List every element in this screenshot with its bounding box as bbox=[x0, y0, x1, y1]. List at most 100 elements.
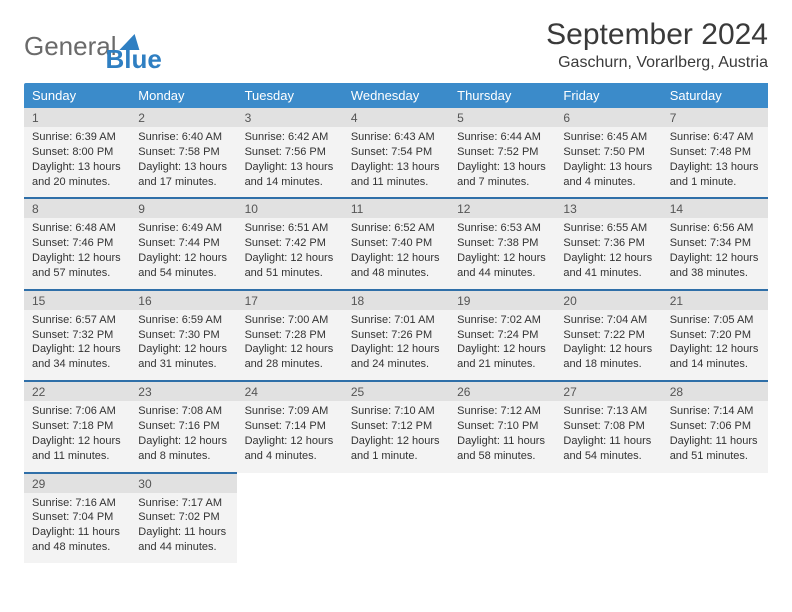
day-number bbox=[449, 473, 555, 493]
data-row: Sunrise: 7:16 AMSunset: 7:04 PMDaylight:… bbox=[24, 493, 768, 563]
sunset-text: Sunset: 7:40 PM bbox=[351, 236, 441, 251]
col-sunday: Sunday bbox=[24, 83, 130, 108]
header: General Blue September 2024 Gaschurn, Vo… bbox=[24, 18, 768, 75]
sunset-text: Sunset: 7:58 PM bbox=[138, 145, 228, 160]
sunrise-text: Sunrise: 7:00 AM bbox=[245, 313, 335, 328]
col-monday: Monday bbox=[130, 83, 236, 108]
sunset-text: Sunset: 7:26 PM bbox=[351, 328, 441, 343]
daylight-text: Daylight: 12 hours and 1 minute. bbox=[351, 434, 441, 464]
daylight-text: Daylight: 12 hours and 44 minutes. bbox=[457, 251, 547, 281]
day-cell: Sunrise: 6:47 AMSunset: 7:48 PMDaylight:… bbox=[662, 127, 768, 198]
day-cell: Sunrise: 6:53 AMSunset: 7:38 PMDaylight:… bbox=[449, 218, 555, 289]
sunrise-text: Sunrise: 7:06 AM bbox=[32, 404, 122, 419]
day-number: 16 bbox=[130, 290, 236, 310]
day-number: 4 bbox=[343, 108, 449, 127]
sunrise-text: Sunrise: 6:44 AM bbox=[457, 130, 547, 145]
day-cell: Sunrise: 6:40 AMSunset: 7:58 PMDaylight:… bbox=[130, 127, 236, 198]
day-cell: Sunrise: 6:42 AMSunset: 7:56 PMDaylight:… bbox=[237, 127, 343, 198]
day-number: 30 bbox=[130, 473, 236, 493]
sunrise-text: Sunrise: 6:59 AM bbox=[138, 313, 228, 328]
col-tuesday: Tuesday bbox=[237, 83, 343, 108]
day-cell: Sunrise: 6:48 AMSunset: 7:46 PMDaylight:… bbox=[24, 218, 130, 289]
day-number: 27 bbox=[555, 381, 661, 401]
sunrise-text: Sunrise: 6:43 AM bbox=[351, 130, 441, 145]
day-cell: Sunrise: 6:55 AMSunset: 7:36 PMDaylight:… bbox=[555, 218, 661, 289]
daylight-text: Daylight: 12 hours and 11 minutes. bbox=[32, 434, 122, 464]
sunset-text: Sunset: 7:32 PM bbox=[32, 328, 122, 343]
daylight-text: Daylight: 11 hours and 54 minutes. bbox=[563, 434, 653, 464]
day-number bbox=[343, 473, 449, 493]
sunset-text: Sunset: 7:22 PM bbox=[563, 328, 653, 343]
sunrise-text: Sunrise: 7:02 AM bbox=[457, 313, 547, 328]
daylight-text: Daylight: 13 hours and 7 minutes. bbox=[457, 160, 547, 190]
day-number: 13 bbox=[555, 198, 661, 218]
daylight-text: Daylight: 13 hours and 11 minutes. bbox=[351, 160, 441, 190]
day-number: 23 bbox=[130, 381, 236, 401]
sunset-text: Sunset: 7:50 PM bbox=[563, 145, 653, 160]
sunrise-text: Sunrise: 7:01 AM bbox=[351, 313, 441, 328]
daylight-text: Daylight: 11 hours and 58 minutes. bbox=[457, 434, 547, 464]
daynum-row: 891011121314 bbox=[24, 198, 768, 218]
day-number: 9 bbox=[130, 198, 236, 218]
day-number: 3 bbox=[237, 108, 343, 127]
day-number: 10 bbox=[237, 198, 343, 218]
sunrise-text: Sunrise: 6:51 AM bbox=[245, 221, 335, 236]
day-number: 17 bbox=[237, 290, 343, 310]
sunrise-text: Sunrise: 6:40 AM bbox=[138, 130, 228, 145]
day-cell: Sunrise: 7:00 AMSunset: 7:28 PMDaylight:… bbox=[237, 310, 343, 381]
day-cell bbox=[237, 493, 343, 563]
sunrise-text: Sunrise: 6:47 AM bbox=[670, 130, 760, 145]
sunrise-text: Sunrise: 7:04 AM bbox=[563, 313, 653, 328]
sunset-text: Sunset: 7:06 PM bbox=[670, 419, 760, 434]
day-number: 12 bbox=[449, 198, 555, 218]
sunset-text: Sunset: 7:08 PM bbox=[563, 419, 653, 434]
day-cell: Sunrise: 6:43 AMSunset: 7:54 PMDaylight:… bbox=[343, 127, 449, 198]
daylight-text: Daylight: 12 hours and 38 minutes. bbox=[670, 251, 760, 281]
day-cell: Sunrise: 6:57 AMSunset: 7:32 PMDaylight:… bbox=[24, 310, 130, 381]
day-cell: Sunrise: 7:06 AMSunset: 7:18 PMDaylight:… bbox=[24, 401, 130, 472]
sunrise-text: Sunrise: 6:42 AM bbox=[245, 130, 335, 145]
sunrise-text: Sunrise: 7:16 AM bbox=[32, 496, 122, 511]
logo-mark-icon bbox=[119, 34, 144, 50]
day-cell: Sunrise: 7:09 AMSunset: 7:14 PMDaylight:… bbox=[237, 401, 343, 472]
sunset-text: Sunset: 7:02 PM bbox=[138, 510, 228, 525]
day-number bbox=[555, 473, 661, 493]
calendar-header-row: Sunday Monday Tuesday Wednesday Thursday… bbox=[24, 83, 768, 108]
day-number: 5 bbox=[449, 108, 555, 127]
daylight-text: Daylight: 13 hours and 4 minutes. bbox=[563, 160, 653, 190]
day-number: 2 bbox=[130, 108, 236, 127]
sunrise-text: Sunrise: 6:56 AM bbox=[670, 221, 760, 236]
daynum-row: 2930 bbox=[24, 473, 768, 493]
day-cell: Sunrise: 7:14 AMSunset: 7:06 PMDaylight:… bbox=[662, 401, 768, 472]
sunrise-text: Sunrise: 7:17 AM bbox=[138, 496, 228, 511]
sunset-text: Sunset: 7:28 PM bbox=[245, 328, 335, 343]
day-number: 18 bbox=[343, 290, 449, 310]
sunrise-text: Sunrise: 6:57 AM bbox=[32, 313, 122, 328]
day-cell: Sunrise: 6:39 AMSunset: 8:00 PMDaylight:… bbox=[24, 127, 130, 198]
daylight-text: Daylight: 12 hours and 48 minutes. bbox=[351, 251, 441, 281]
day-cell: Sunrise: 6:45 AMSunset: 7:50 PMDaylight:… bbox=[555, 127, 661, 198]
col-thursday: Thursday bbox=[449, 83, 555, 108]
daynum-row: 15161718192021 bbox=[24, 290, 768, 310]
day-cell: Sunrise: 7:10 AMSunset: 7:12 PMDaylight:… bbox=[343, 401, 449, 472]
daylight-text: Daylight: 11 hours and 48 minutes. bbox=[32, 525, 122, 555]
day-cell: Sunrise: 6:49 AMSunset: 7:44 PMDaylight:… bbox=[130, 218, 236, 289]
day-cell: Sunrise: 7:12 AMSunset: 7:10 PMDaylight:… bbox=[449, 401, 555, 472]
data-row: Sunrise: 6:48 AMSunset: 7:46 PMDaylight:… bbox=[24, 218, 768, 289]
sunset-text: Sunset: 7:24 PM bbox=[457, 328, 547, 343]
data-row: Sunrise: 6:39 AMSunset: 8:00 PMDaylight:… bbox=[24, 127, 768, 198]
sunset-text: Sunset: 7:04 PM bbox=[32, 510, 122, 525]
sunset-text: Sunset: 7:30 PM bbox=[138, 328, 228, 343]
daylight-text: Daylight: 12 hours and 57 minutes. bbox=[32, 251, 122, 281]
sunset-text: Sunset: 7:36 PM bbox=[563, 236, 653, 251]
day-number: 20 bbox=[555, 290, 661, 310]
sunrise-text: Sunrise: 7:10 AM bbox=[351, 404, 441, 419]
daynum-row: 22232425262728 bbox=[24, 381, 768, 401]
day-cell: Sunrise: 7:08 AMSunset: 7:16 PMDaylight:… bbox=[130, 401, 236, 472]
day-cell bbox=[662, 493, 768, 563]
logo-general: General bbox=[24, 31, 117, 62]
sunset-text: Sunset: 7:18 PM bbox=[32, 419, 122, 434]
sunset-text: Sunset: 7:10 PM bbox=[457, 419, 547, 434]
sunset-text: Sunset: 7:14 PM bbox=[245, 419, 335, 434]
data-row: Sunrise: 7:06 AMSunset: 7:18 PMDaylight:… bbox=[24, 401, 768, 472]
